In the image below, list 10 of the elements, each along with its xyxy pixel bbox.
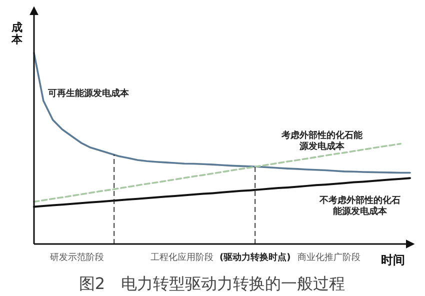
x-axis-title: 时间 [381,253,405,267]
text: 研发示范阶段 [50,252,104,263]
text: 图2 电力转型驱动力转换的一般过程 [78,274,346,293]
y-axis-title: 成本 [10,21,24,46]
text: (驱动力转换时点) [219,252,291,263]
text: 工程化应用阶段 [150,252,214,263]
series-label: 不考虑外部性的化石能源发电成本 [318,195,400,217]
text: 商业化推广阶段 [298,252,361,263]
series-label: 考虑外部性的化石能源发电成本 [280,130,364,152]
series-label: 可再生能源发电成本 [47,88,130,99]
